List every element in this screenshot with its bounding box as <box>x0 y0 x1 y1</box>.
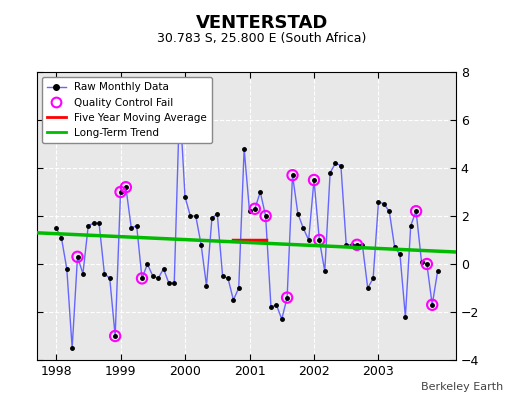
Point <box>116 189 125 195</box>
Point <box>288 172 297 178</box>
Text: Berkeley Earth: Berkeley Earth <box>421 382 503 392</box>
Point <box>111 333 119 339</box>
Point <box>283 294 291 301</box>
Text: VENTERSTAD: VENTERSTAD <box>196 14 328 32</box>
Point <box>353 242 361 248</box>
Text: 30.783 S, 25.800 E (South Africa): 30.783 S, 25.800 E (South Africa) <box>157 32 367 45</box>
Point <box>428 302 436 308</box>
Point <box>138 275 146 282</box>
Point <box>315 237 323 243</box>
Point <box>423 261 431 267</box>
Point <box>73 254 82 260</box>
Point <box>122 184 130 190</box>
Point <box>261 213 270 219</box>
Point <box>310 177 318 183</box>
Point <box>176 98 184 104</box>
Point <box>412 208 420 214</box>
Point <box>250 206 259 212</box>
Legend: Raw Monthly Data, Quality Control Fail, Five Year Moving Average, Long-Term Tren: Raw Monthly Data, Quality Control Fail, … <box>42 77 212 143</box>
